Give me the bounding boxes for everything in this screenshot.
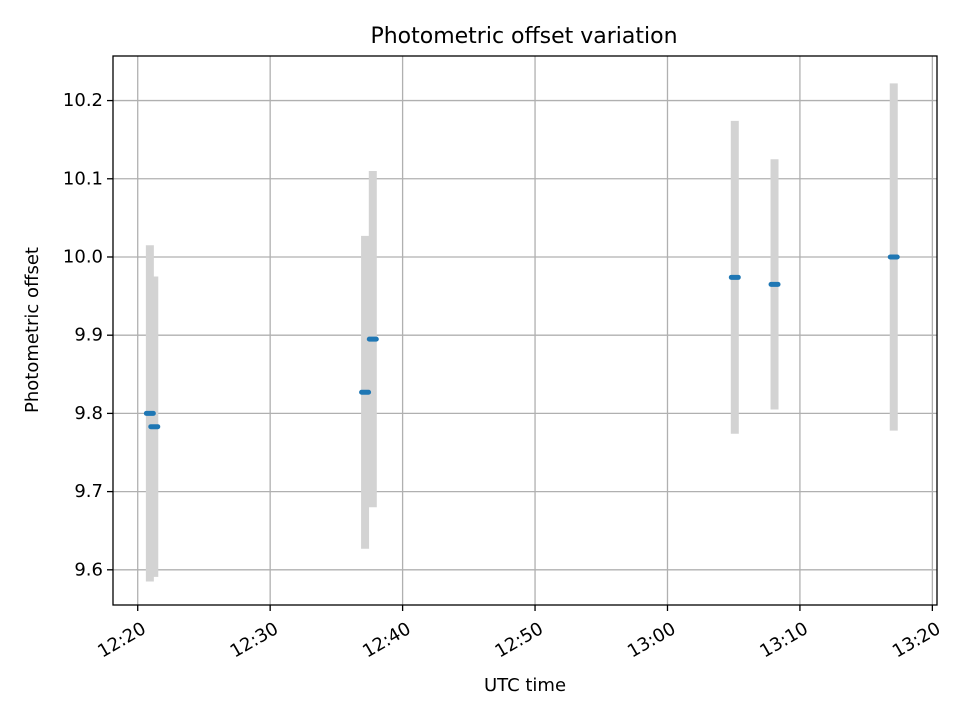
x-tick-label: 12:40	[359, 618, 414, 662]
y-tick-label: 10.2	[63, 90, 103, 111]
x-tick-label: 12:30	[227, 618, 282, 662]
y-tick-label: 9.8	[74, 403, 103, 424]
y-axis-label: Photometric offset	[22, 247, 43, 413]
x-tick-label: 12:50	[492, 618, 547, 662]
axis-ticks: 12:20 12:30 12:40 12:50 13:00 13:10 13:20 9.6 9.…	[63, 90, 944, 662]
x-tick-label: 13:20	[889, 618, 944, 662]
grid	[113, 56, 937, 605]
y-tick-label: 10.0	[63, 246, 103, 267]
x-axis-label: UTC time	[484, 675, 566, 696]
x-tick-label: 12:20	[94, 618, 149, 662]
x-tick-label: 13:00	[624, 618, 679, 662]
chart-title: Photometric offset variation	[370, 24, 677, 49]
data-points	[143, 254, 900, 430]
y-tick-label: 9.7	[74, 481, 103, 502]
error-bars	[145, 83, 898, 582]
y-tick-label: 9.9	[74, 325, 103, 346]
plot-frame	[112, 55, 938, 606]
y-tick-label: 10.1	[63, 168, 103, 189]
y-tick-label: 9.6	[74, 559, 103, 580]
x-tick-label: 13:10	[756, 618, 811, 662]
